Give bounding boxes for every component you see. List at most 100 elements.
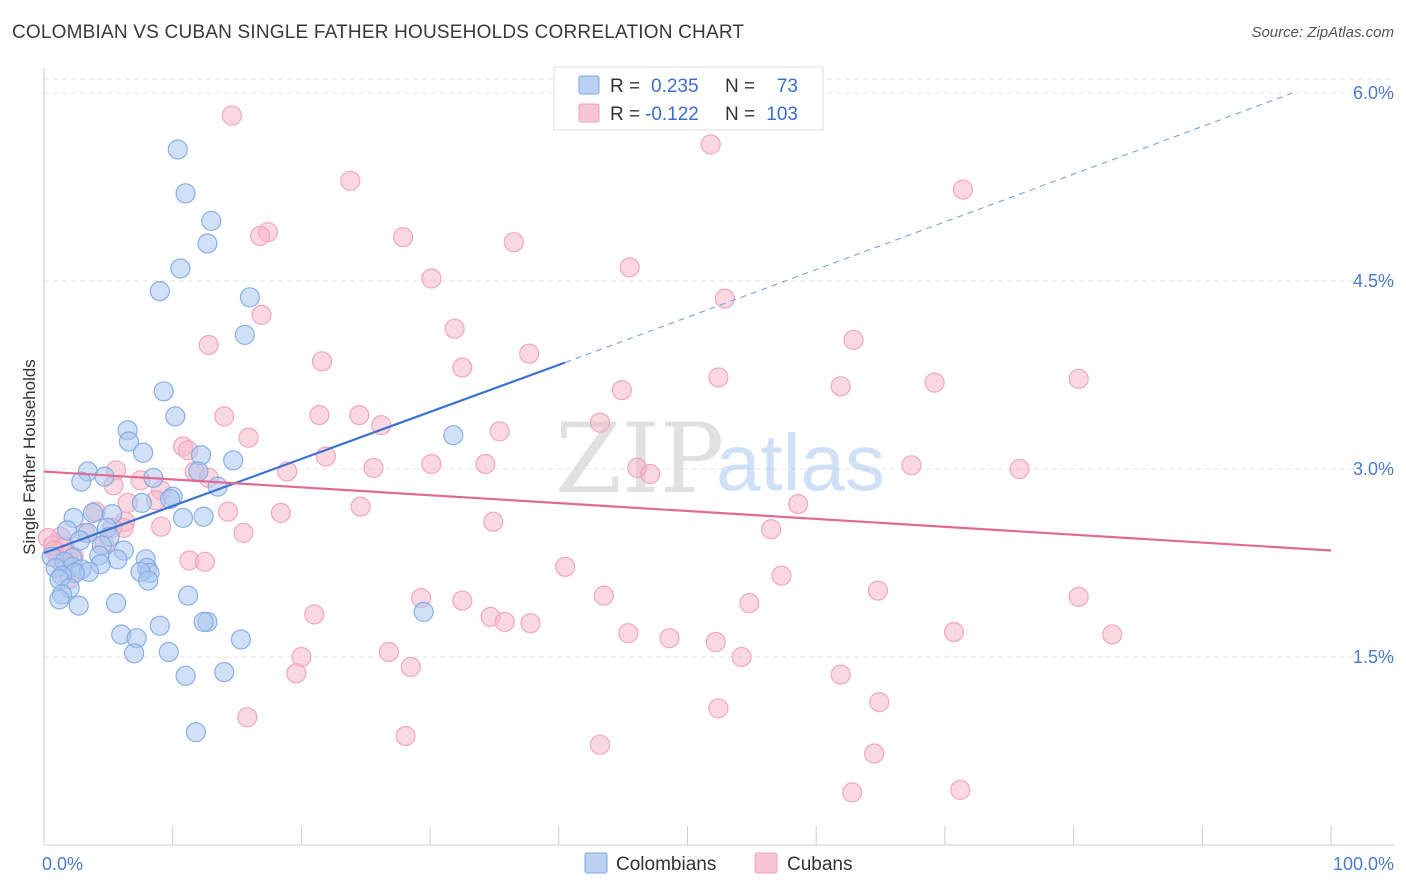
point-colombians <box>239 287 260 308</box>
point-cubans <box>1068 368 1089 389</box>
point-cubans <box>494 611 515 633</box>
bottom-legend-label-cubans: Cubans <box>787 854 853 875</box>
point-cubans <box>286 663 307 684</box>
point-cubans <box>233 522 254 544</box>
point-cubans <box>705 631 726 653</box>
point-cubans <box>1009 458 1030 480</box>
axes <box>43 68 1394 846</box>
point-cubans <box>311 351 333 372</box>
bottom-legend-swatch-colombians <box>584 852 608 874</box>
trendline-colombians <box>43 361 566 555</box>
y-tick-label: 6.0% <box>1353 83 1394 103</box>
chart-source: Source: ZipAtlas.com <box>1251 24 1394 41</box>
point-colombians <box>178 585 199 606</box>
point-colombians <box>197 233 218 254</box>
point-cubans <box>251 304 272 325</box>
point-cubans <box>221 105 242 126</box>
point-cubans <box>708 367 729 388</box>
point-cubans <box>395 725 416 747</box>
point-cubans <box>950 779 971 801</box>
point-cubans <box>217 501 239 522</box>
point-cubans <box>640 463 661 485</box>
point-cubans <box>714 288 735 309</box>
x-ticks <box>43 826 1332 845</box>
point-cubans <box>151 516 172 537</box>
point-colombians <box>158 641 179 663</box>
point-cubans <box>771 565 792 586</box>
point-cubans <box>659 628 680 649</box>
legend-n-value-cubans: 103 <box>766 104 798 125</box>
point-colombians <box>105 592 127 614</box>
y-tick-labels: 1.5% 3.0% 4.5% 6.0% <box>1353 83 1394 667</box>
point-colombians <box>49 589 70 610</box>
legend-r-label-colombians: R = <box>610 76 640 97</box>
point-colombians <box>153 381 174 402</box>
point-colombians <box>138 570 159 591</box>
point-cubans <box>843 329 864 350</box>
point-cubans <box>483 511 504 532</box>
trendlines <box>43 92 1332 555</box>
point-cubans <box>788 494 809 515</box>
point-cubans <box>739 592 760 614</box>
bottom-legend-swatch-cubans <box>754 852 778 874</box>
point-cubans <box>593 585 614 606</box>
point-cubans <box>452 590 473 611</box>
point-cubans <box>444 318 465 339</box>
point-cubans <box>520 613 541 634</box>
point-colombians <box>71 471 92 492</box>
bottom-legend: Colombians Cubans <box>584 852 853 875</box>
point-cubans <box>589 734 611 755</box>
trendline-cubans <box>43 470 1332 552</box>
point-cubans <box>421 453 442 475</box>
point-colombians <box>68 595 89 616</box>
point-cubans <box>863 743 885 764</box>
point-cubans <box>349 405 370 426</box>
point-cubans <box>1068 586 1089 608</box>
point-cubans <box>489 421 510 442</box>
point-colombians <box>234 324 255 345</box>
watermark-atlas: atlas <box>716 418 885 507</box>
point-cubans <box>309 405 330 426</box>
point-colombians <box>223 450 244 471</box>
point-colombians <box>443 425 464 446</box>
point-colombians <box>118 431 139 452</box>
point-cubans <box>198 334 219 356</box>
x-axis-min-label: 0.0% <box>42 854 83 874</box>
point-cubans <box>589 412 611 433</box>
trendline-colombians-extension <box>565 92 1293 364</box>
point-cubans <box>731 646 752 668</box>
point-cubans <box>194 551 215 572</box>
point-colombians <box>214 661 235 683</box>
point-cubans <box>708 698 729 719</box>
legend-r-value-colombians: 0.235 <box>651 76 699 97</box>
point-cubans <box>503 232 524 253</box>
point-cubans <box>393 227 414 248</box>
point-colombians <box>149 615 170 636</box>
point-cubans <box>519 343 540 364</box>
y-tick-label: 3.0% <box>1353 459 1394 479</box>
point-cubans <box>238 427 259 448</box>
point-cubans <box>452 357 473 378</box>
y-axis-label: Single Father Households <box>20 359 39 555</box>
point-cubans <box>924 372 945 393</box>
point-cubans <box>237 707 258 728</box>
point-colombians <box>172 507 194 529</box>
point-colombians <box>165 406 186 427</box>
point-cubans <box>400 656 421 678</box>
point-colombians <box>175 665 196 686</box>
point-colombians <box>82 502 104 524</box>
point-colombians <box>175 183 196 204</box>
point-colombians <box>170 258 191 279</box>
point-colombians <box>230 629 251 650</box>
point-cubans <box>943 621 965 643</box>
point-cubans <box>619 257 640 278</box>
legend-swatch-colombians <box>578 75 600 95</box>
legend-n-label-cubans: N = <box>725 104 755 125</box>
legend-r-label-cubans: R = <box>610 104 640 125</box>
y-tick-label: 1.5% <box>1353 647 1394 667</box>
point-cubans <box>618 623 639 644</box>
point-cubans <box>761 519 782 540</box>
point-cubans <box>952 179 974 200</box>
point-cubans <box>901 455 922 476</box>
